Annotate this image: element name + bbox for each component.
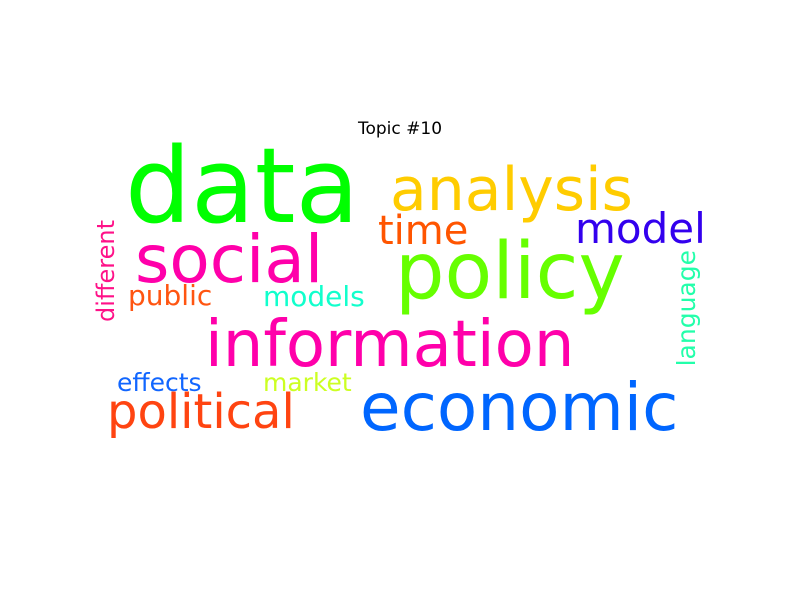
word-models: models xyxy=(263,280,365,313)
word-social: social xyxy=(135,221,324,298)
word-political: political xyxy=(107,384,295,440)
word-data: data xyxy=(125,125,360,247)
word-model: model xyxy=(575,204,706,253)
word-public: public xyxy=(128,279,213,312)
chart-title: Topic #10 xyxy=(357,119,443,139)
word-policy: policy xyxy=(395,227,625,317)
word-analysis: analysis xyxy=(390,155,633,225)
word-effects: effects xyxy=(117,368,202,397)
word-time: time xyxy=(378,208,469,254)
word-economic: economic xyxy=(360,369,679,446)
word-language: language xyxy=(672,250,701,367)
word-different: different xyxy=(92,220,120,322)
word-market: market xyxy=(263,368,352,397)
word-information: information xyxy=(205,308,575,382)
